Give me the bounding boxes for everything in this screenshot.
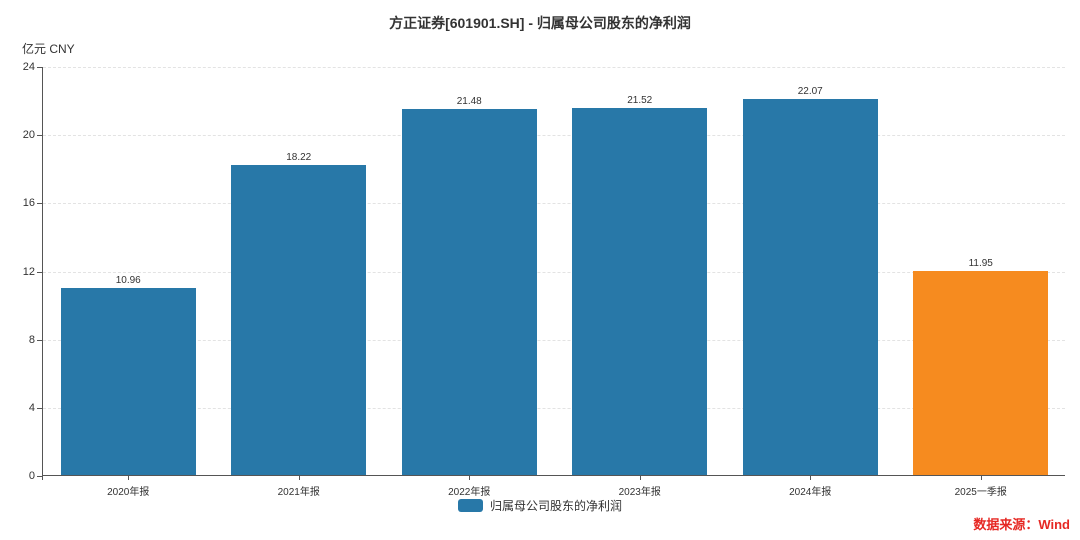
x-axis-tick — [128, 475, 130, 480]
legend: 归属母公司股东的净利润 — [0, 497, 1080, 514]
bar-value-label: 18.22 — [286, 151, 312, 163]
x-axis-tick — [469, 475, 471, 480]
y-axis-tick-label: 4 — [28, 401, 35, 414]
bar-value-label: 21.52 — [627, 95, 653, 107]
bar-value-label: 22.07 — [797, 85, 823, 97]
y-axis-tick — [37, 135, 43, 137]
y-axis-tick-label: 24 — [22, 61, 35, 73]
x-axis-tick — [298, 475, 300, 480]
y-axis-unit-label: 亿元 CNY — [22, 42, 75, 56]
gridline — [43, 407, 1065, 409]
y-axis-tick — [37, 67, 43, 68]
x-axis-tick — [639, 475, 641, 480]
chart-bar[interactable]: 18.22 — [231, 152, 367, 475]
y-axis-tick — [37, 271, 43, 273]
gridline — [43, 203, 1065, 205]
legend-swatch-icon — [457, 499, 483, 512]
y-axis-tick — [37, 339, 43, 341]
x-axis-edge-tick — [42, 475, 43, 480]
x-axis-tick-label: 2020年报 — [107, 487, 150, 498]
chart-bar[interactable]: 21.52 — [572, 95, 708, 475]
chart-bar[interactable]: 11.95 — [913, 258, 1049, 475]
y-axis-tick-label: 0 — [28, 470, 35, 482]
x-axis-tick-label: 2024年报 — [789, 487, 832, 498]
bar-value-label: 10.96 — [115, 275, 141, 287]
y-axis-tick-label: 20 — [22, 129, 35, 142]
bar-value-label: 11.95 — [968, 258, 993, 270]
x-axis-tick-label: 2023年报 — [618, 487, 661, 498]
gridline — [43, 271, 1065, 273]
plot-area: 0 4 8 12 16 20 24 10.96 2020年报 18.22 2021年报 21.48 20… — [23, 61, 1065, 498]
y-axis-tick-label: 8 — [28, 333, 35, 346]
y-axis-tick — [37, 407, 43, 409]
chart-title: 方正证券[601901.SH] - 归属母公司股东的净利润 — [389, 15, 691, 31]
chart-bar[interactable]: 22.07 — [742, 86, 878, 475]
y-axis-tick — [37, 203, 43, 205]
bar-value-label: 21.48 — [456, 95, 482, 107]
y-axis-tick-label: 16 — [22, 197, 35, 210]
gridline — [43, 339, 1065, 341]
x-axis-tick-label: 2021年报 — [277, 487, 320, 498]
legend-item[interactable]: 归属母公司股东的净利润 — [457, 497, 622, 514]
gridline — [43, 67, 1065, 68]
x-axis-tick — [980, 475, 982, 480]
chart-bar[interactable]: 21.48 — [401, 96, 537, 475]
legend-label: 归属母公司股东的净利润 — [489, 499, 622, 513]
x-axis-tick-label: 2025一季报 — [954, 487, 1007, 498]
y-axis-tick — [37, 476, 43, 477]
chart-bar[interactable]: 10.96 — [60, 275, 196, 475]
x-axis-tick-label: 2022年报 — [448, 487, 491, 498]
gridline — [43, 135, 1065, 137]
y-axis-tick-label: 12 — [22, 265, 35, 278]
data-source-label: 数据来源：Wind — [973, 517, 1070, 532]
x-axis-tick — [810, 475, 812, 480]
